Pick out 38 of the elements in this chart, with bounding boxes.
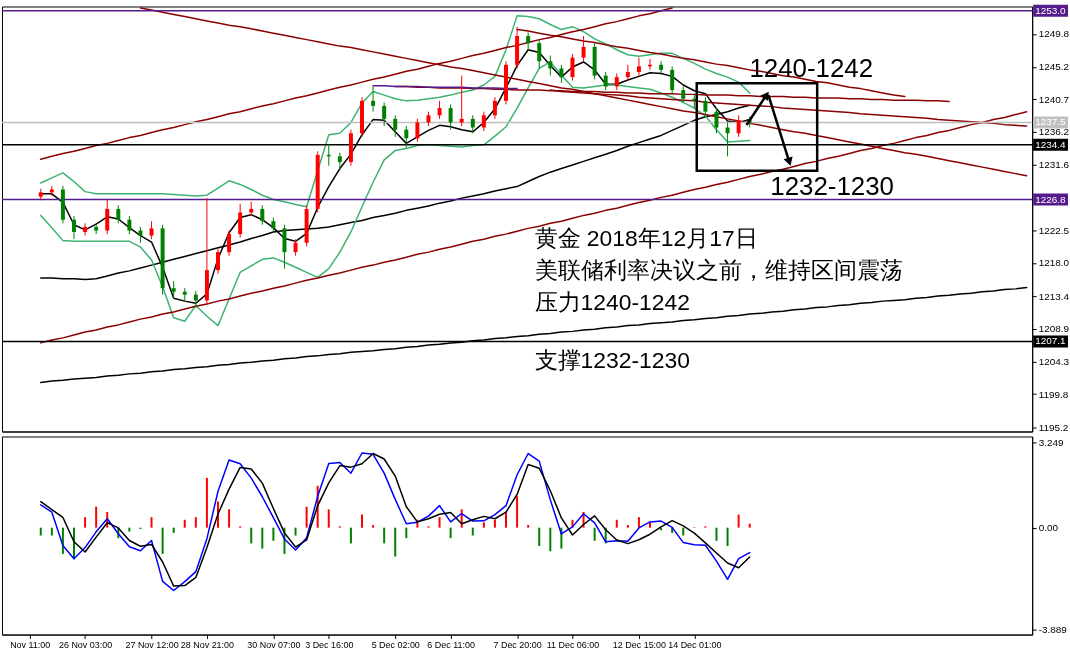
x-tick-label: 27 Nov 12:00 [125,640,179,649]
x-tick-label: 11 Dec 06:00 [546,640,600,649]
annotation: 美联储利率决议之前，维持区间震荡 [534,257,903,284]
y-tick-label: 1218.0 [1038,257,1070,269]
annotation: 1232-1230 [770,171,894,200]
annotation: 支撑1232-1230 [534,346,690,373]
y-tick-label: 1236.2 [1038,126,1070,138]
y-tick-label: 1195.2 [1038,421,1069,433]
y-tick-label: 1240.7 [1038,93,1070,105]
y-tick-label: 3.249 [1038,437,1064,449]
x-tick-label: Nov 11:00 [10,640,51,649]
ref-line-label: 1237.5 [1035,116,1067,128]
y-tick-label: 1213.4 [1038,290,1070,302]
annotation: 压力1240-1242 [534,289,690,316]
y-tick-label: 0.00 [1038,522,1059,534]
y-tick-label: 1208.9 [1038,322,1070,334]
y-tick-label: 1249.8 [1038,28,1070,40]
x-tick-label: 12 Dec 15:00 [612,640,667,649]
ref-line-label: 1207.1 [1035,335,1067,347]
x-tick-label: 7 Dec 20:00 [493,640,542,649]
x-tick-label: 26 Nov 03:00 [58,640,113,649]
annotation: 1240-1242 [749,54,874,83]
y-tick-label: 1199.8 [1038,388,1069,400]
y-tick-label: 1222.5 [1038,225,1070,237]
y-tick-label: 1231.6 [1038,159,1070,171]
x-tick-label: 28 Nov 21:00 [180,640,235,649]
x-tick-label: 30 Nov 07:00 [247,640,301,649]
y-tick-label: -3.889 [1038,624,1068,636]
ref-line-label: 1226.8 [1035,193,1067,205]
y-tick-label: 1245.2 [1038,61,1070,73]
x-tick-label: 5 Dec 02:00 [371,640,420,649]
x-tick-label: 6 Dec 11:00 [427,640,475,649]
ref-line-label: 1253.0 [1035,4,1067,16]
x-tick-label: 3 Dec 16:00 [305,640,354,649]
x-tick-label: 14 Dec 01:00 [668,640,722,649]
y-tick-label: 1204.3 [1038,356,1070,368]
ref-line-label: 1234.4 [1035,138,1067,150]
annotation: 黄金 2018年12月17日 [534,225,758,252]
